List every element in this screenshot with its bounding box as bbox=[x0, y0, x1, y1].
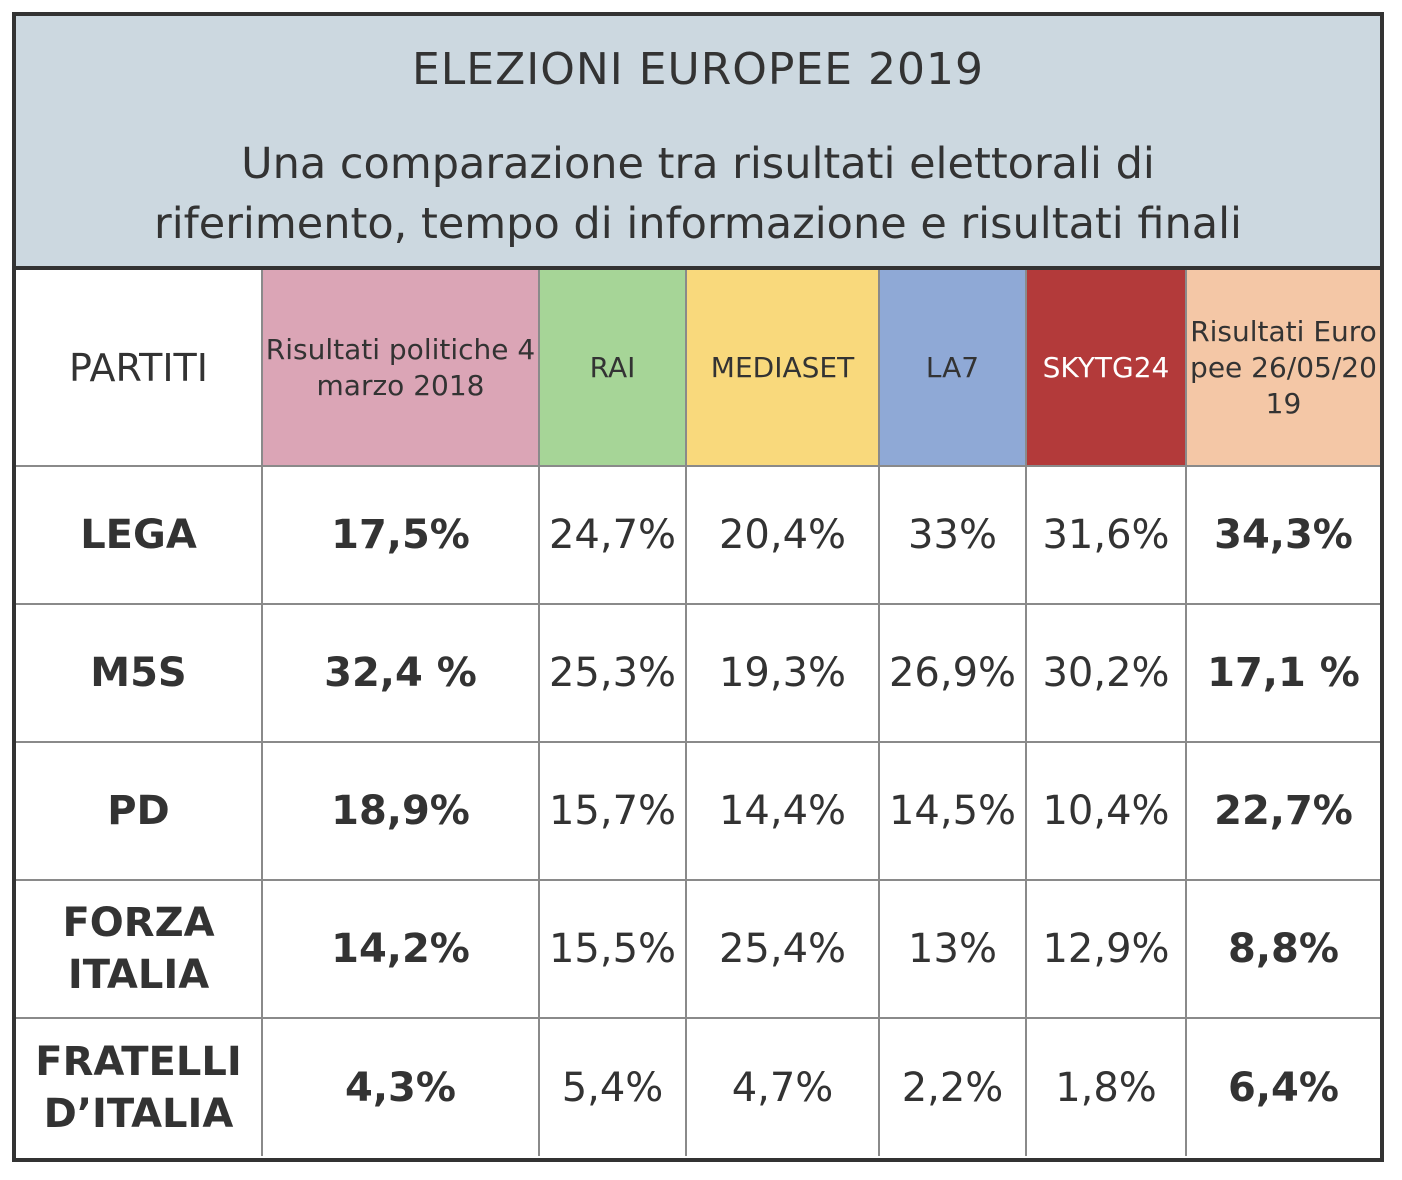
value-cell: 30,2% bbox=[1025, 603, 1187, 743]
column-header-3: MEDIASET bbox=[685, 270, 880, 467]
value-cell: 2,2% bbox=[878, 1017, 1027, 1156]
value-cell: 18,9% bbox=[261, 741, 540, 881]
party-name-cell: PD bbox=[16, 741, 263, 881]
value-cell: 15,5% bbox=[538, 879, 687, 1019]
value-cell: 31,6% bbox=[1025, 465, 1187, 605]
value-cell: 17,1 % bbox=[1185, 603, 1380, 743]
table-row: PD 18,9% 15,7% 14,4% 14,5% 10,4% 22,7% bbox=[16, 741, 1380, 881]
results-table-frame: ELEZIONI EUROPEE 2019 Una comparazione t… bbox=[12, 12, 1384, 1162]
value-cell: 19,3% bbox=[685, 603, 880, 743]
value-cell: 4,7% bbox=[685, 1017, 880, 1156]
value-cell: 20,4% bbox=[685, 465, 880, 605]
column-header-1: Risultati politiche 4 marzo 2018 bbox=[261, 270, 540, 467]
value-cell: 4,3% bbox=[261, 1017, 540, 1156]
column-header-row: PARTITI Risultati politiche 4 marzo 2018 R… bbox=[16, 270, 1380, 467]
column-header-5: SKYTG24 bbox=[1025, 270, 1187, 467]
value-cell: 14,4% bbox=[685, 741, 880, 881]
table-header-banner: ELEZIONI EUROPEE 2019 Una comparazione t… bbox=[16, 16, 1380, 270]
value-cell: 24,7% bbox=[538, 465, 687, 605]
value-cell: 25,3% bbox=[538, 603, 687, 743]
value-cell: 25,4% bbox=[685, 879, 880, 1019]
subtitle-line-2: riferimento, tempo di informazione e ris… bbox=[154, 199, 1242, 249]
party-name-cell: FRATELLI D’ITALIA bbox=[16, 1017, 263, 1156]
value-cell: 26,9% bbox=[878, 603, 1027, 743]
value-cell: 33% bbox=[878, 465, 1027, 605]
value-cell: 34,3% bbox=[1185, 465, 1380, 605]
results-table: PARTITI Risultati politiche 4 marzo 2018 R… bbox=[16, 270, 1380, 1156]
chart-subtitle: Una comparazione tra risultati elettoral… bbox=[16, 134, 1380, 254]
table-row: LEGA 17,5% 24,7% 20,4% 33% 31,6% 34,3% bbox=[16, 465, 1380, 605]
value-cell: 1,8% bbox=[1025, 1017, 1187, 1156]
value-cell: 13% bbox=[878, 879, 1027, 1019]
value-cell: 14,5% bbox=[878, 741, 1027, 881]
party-name-cell: M5S bbox=[16, 603, 263, 743]
value-cell: 12,9% bbox=[1025, 879, 1187, 1019]
subtitle-line-1: Una comparazione tra risultati elettoral… bbox=[241, 139, 1155, 189]
value-cell: 8,8% bbox=[1185, 879, 1380, 1019]
column-header-2: RAI bbox=[538, 270, 687, 467]
chart-title: ELEZIONI EUROPEE 2019 bbox=[411, 44, 985, 95]
column-header-partiti: PARTITI bbox=[16, 270, 263, 467]
value-cell: 22,7% bbox=[1185, 741, 1380, 881]
party-name-cell: FORZA ITALIA bbox=[16, 879, 263, 1019]
party-name-cell: LEGA bbox=[16, 465, 263, 605]
table-body: LEGA 17,5% 24,7% 20,4% 33% 31,6% 34,3% M5S 32,4 … bbox=[16, 465, 1380, 1156]
column-header-6: Risultati Europee 26/05/2019 bbox=[1185, 270, 1380, 467]
table-row: FRATELLI D’ITALIA 4,3% 5,4% 4,7% 2,2% 1,8% 6,4% bbox=[16, 1017, 1380, 1156]
value-cell: 15,7% bbox=[538, 741, 687, 881]
value-cell: 5,4% bbox=[538, 1017, 687, 1156]
table-row: FORZA ITALIA 14,2% 15,5% 25,4% 13% 12,9% 8,8% bbox=[16, 879, 1380, 1019]
column-header-4: LA7 bbox=[878, 270, 1027, 467]
value-cell: 10,4% bbox=[1025, 741, 1187, 881]
table-row: M5S 32,4 % 25,3% 19,3% 26,9% 30,2% 17,1 % bbox=[16, 603, 1380, 743]
value-cell: 14,2% bbox=[261, 879, 540, 1019]
value-cell: 17,5% bbox=[261, 465, 540, 605]
value-cell: 32,4 % bbox=[261, 603, 540, 743]
value-cell: 6,4% bbox=[1185, 1017, 1380, 1156]
